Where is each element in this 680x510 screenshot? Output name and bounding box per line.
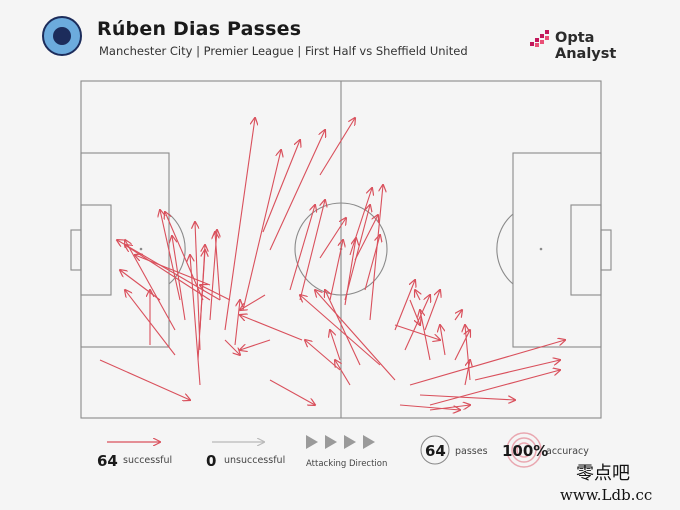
- pass-arrow: [242, 150, 281, 311]
- passes-count-circle: [420, 435, 450, 465]
- pass-arrow: [394, 324, 440, 340]
- pass-arrow: [330, 330, 341, 361]
- pass-arrow: [409, 299, 420, 325]
- pass-arrow: [344, 238, 356, 306]
- right-goal: [600, 229, 612, 271]
- pass-arrow: [299, 200, 325, 301]
- pass-arrow: [354, 215, 378, 261]
- pass-arrow: [349, 188, 372, 256]
- right-six-yard-box: [570, 204, 602, 296]
- passes-count: 64: [425, 442, 446, 460]
- pass-arrow: [454, 310, 462, 321]
- pass-arrow: [269, 379, 315, 405]
- pass-arrow: [424, 290, 440, 331]
- centre-circle: [294, 202, 388, 296]
- pass-arrow: [335, 360, 351, 386]
- pass-arrow: [399, 404, 460, 410]
- accuracy-label: accuracy: [546, 446, 589, 457]
- pass-arrow: [224, 118, 255, 331]
- attacking-direction-label: Attacking Direction: [306, 459, 388, 469]
- accuracy-value: 100%: [502, 442, 549, 460]
- pass-arrow: [117, 240, 221, 301]
- pass-arrow: [419, 394, 515, 400]
- brand-name: Opta Analyst: [555, 30, 617, 62]
- watermark-chinese: 零点吧: [576, 463, 630, 484]
- pass-arrow: [300, 295, 381, 366]
- pass-arrow: [315, 290, 396, 381]
- pass-arrow: [200, 285, 231, 301]
- attacking-direction-icon: [306, 435, 375, 449]
- left-goal: [70, 229, 82, 271]
- accuracy-rings-icon: [506, 432, 542, 468]
- pass-arrow: [160, 210, 181, 301]
- pass-arrow: [240, 315, 303, 341]
- pass-arrow: [215, 232, 221, 301]
- pass-arrow: [240, 294, 266, 310]
- pass-arrows: [99, 118, 565, 411]
- pass-arrow: [262, 140, 300, 233]
- pass-arrow: [289, 205, 315, 291]
- pass-arrow: [474, 360, 560, 381]
- pass-arrow: [394, 280, 415, 331]
- legend: 64 successful 0 unsuccessful Attacking D…: [0, 430, 680, 510]
- pitch-map: [70, 80, 612, 419]
- pass-arrow: [172, 236, 186, 321]
- pass-arrow: [325, 290, 361, 366]
- passes-label: passes: [455, 446, 488, 457]
- pass-arrow: [190, 255, 201, 386]
- match-subtitle: Manchester City | Premier League | First…: [99, 44, 468, 58]
- pass-arrow: [429, 405, 470, 411]
- pass-arrow: [440, 325, 446, 356]
- unsuccessful-count: 0: [206, 452, 217, 470]
- pass-arrow: [165, 212, 204, 301]
- pass-arrow: [99, 359, 190, 400]
- pass-arrow: [234, 300, 240, 346]
- pass-arrow: [329, 240, 343, 301]
- pass-arrow: [269, 130, 325, 251]
- opta-logo-icon: [530, 30, 549, 47]
- right-penalty-spot: [539, 247, 543, 251]
- pass-arrow: [224, 339, 240, 355]
- pass-arrow: [240, 339, 271, 350]
- pass-arrow: [369, 185, 383, 321]
- watermark-url: www.Ldb.cc: [560, 486, 653, 504]
- left-penalty-spot: [139, 247, 143, 251]
- pass-arrow: [409, 340, 565, 386]
- pass-arrow: [120, 270, 161, 301]
- successful-count: 64: [97, 452, 118, 470]
- pass-arrow: [135, 255, 211, 286]
- header: Rúben Dias Passes Manchester City | Prem…: [0, 0, 680, 70]
- pass-arrow: [125, 290, 176, 356]
- unsuccessful-label: unsuccessful: [224, 455, 286, 466]
- right-penalty-box: [512, 152, 602, 348]
- pass-arrow: [415, 290, 420, 301]
- pass-arrow: [319, 218, 346, 259]
- opta-analyst-logo: Opta Analyst: [528, 28, 658, 62]
- page-title: Rúben Dias Passes: [97, 18, 302, 40]
- pass-arrow: [454, 330, 470, 361]
- pass-arrow: [319, 118, 355, 176]
- pass-arrow: [464, 360, 470, 386]
- pitch-lines: [70, 80, 612, 419]
- right-penalty-arc: [496, 213, 514, 285]
- pass-arrow: [344, 205, 370, 301]
- pass-arrow: [429, 370, 560, 406]
- left-penalty-box: [80, 152, 170, 348]
- manchester-city-crest-icon: [42, 16, 82, 56]
- left-six-yard-box: [80, 204, 112, 296]
- left-penalty-arc: [168, 213, 186, 285]
- successful-label: successful: [123, 455, 173, 466]
